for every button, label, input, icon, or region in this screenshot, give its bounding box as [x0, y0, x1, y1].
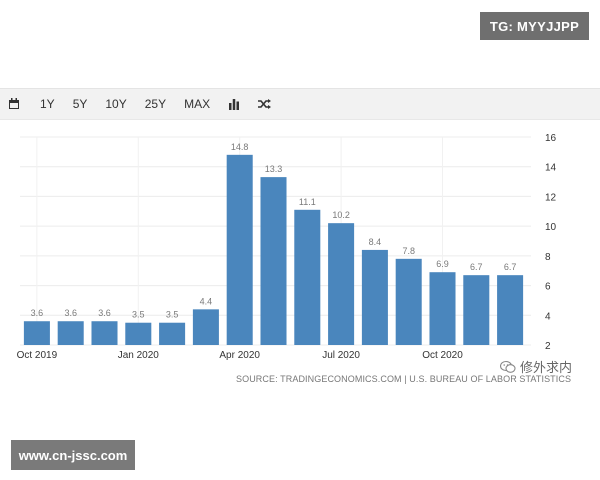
- wechat-icon: [500, 360, 516, 373]
- x-tick-label: Jan 2020: [118, 350, 160, 361]
- data-label: 3.6: [98, 308, 111, 318]
- y-tick-label: 16: [545, 133, 557, 144]
- bar-may-2020: [260, 177, 287, 345]
- data-label: 4.4: [200, 296, 213, 306]
- data-label: 8.4: [369, 237, 382, 247]
- bar-jan-2020: [125, 322, 152, 345]
- range-1y-button[interactable]: 1Y: [40, 97, 55, 111]
- data-label: 6.7: [504, 262, 517, 272]
- bar-sep-2020: [395, 258, 422, 345]
- data-label: 14.8: [231, 142, 249, 152]
- bar-apr-2020: [226, 154, 253, 345]
- y-tick-label: 4: [545, 311, 551, 322]
- y-tick-label: 12: [545, 192, 557, 203]
- wechat-watermark: 修外求内: [500, 357, 572, 376]
- data-label: 3.6: [31, 308, 44, 318]
- data-label: 10.2: [332, 210, 350, 220]
- bar-oct-2019: [23, 321, 50, 345]
- bar-jun-2020: [294, 209, 321, 345]
- x-tick-label: Oct 2020: [422, 350, 463, 361]
- range-max-button[interactable]: MAX: [184, 97, 211, 111]
- data-label: 13.3: [265, 164, 283, 174]
- data-label: 7.8: [402, 246, 415, 256]
- bar-dec-2020: [497, 275, 524, 345]
- y-tick-label: 14: [545, 163, 557, 174]
- x-tick-label: Oct 2019: [17, 350, 58, 361]
- data-label: 6.9: [436, 259, 449, 269]
- data-label: 3.5: [166, 310, 179, 320]
- bar-nov-2019: [57, 321, 84, 345]
- y-tick-label: 2: [545, 341, 551, 352]
- shuffle-icon[interactable]: [258, 98, 272, 110]
- wechat-label: 修外求内: [520, 360, 573, 375]
- bar-chart-icon[interactable]: [228, 98, 240, 110]
- y-tick-label: 10: [545, 222, 557, 233]
- bar-oct-2020: [429, 272, 456, 345]
- bar-chart: 2 4 6 8 10 12 14 16 3.6 3.6 3.6 3.5 3.5 4.4 14.8 13.3 11…: [17, 133, 557, 361]
- watermark-bottom: www.cn-jssc.com: [11, 440, 135, 470]
- bar-jul-2020: [328, 223, 355, 345]
- watermark-top: TG: MYYJJPP: [480, 12, 589, 40]
- bar-feb-2020: [159, 322, 186, 345]
- calendar-icon[interactable]: [8, 98, 20, 110]
- data-label: 3.6: [64, 308, 77, 318]
- y-tick-label: 6: [545, 282, 551, 293]
- y-tick-label: 8: [545, 252, 551, 263]
- range-10y-button[interactable]: 10Y: [105, 97, 127, 111]
- bar-aug-2020: [361, 249, 388, 345]
- bar-mar-2020: [192, 309, 219, 345]
- range-25y-button[interactable]: 25Y: [144, 97, 167, 111]
- bar-nov-2020: [463, 275, 490, 345]
- data-label: 3.5: [132, 310, 145, 320]
- x-tick-label: Apr 2020: [219, 350, 260, 361]
- source-caption: SOURCE: TRADINGECONOMICS.COM | U.S. BURE…: [236, 374, 572, 384]
- range-5y-button[interactable]: 5Y: [72, 97, 88, 111]
- data-label: 11.1: [299, 197, 316, 207]
- bar-dec-2019: [91, 321, 118, 345]
- x-tick-label: Jul 2020: [322, 350, 360, 361]
- chart-toolbar: 1Y 5Y 10Y 25Y MAX: [0, 88, 600, 120]
- data-label: 6.7: [470, 262, 483, 272]
